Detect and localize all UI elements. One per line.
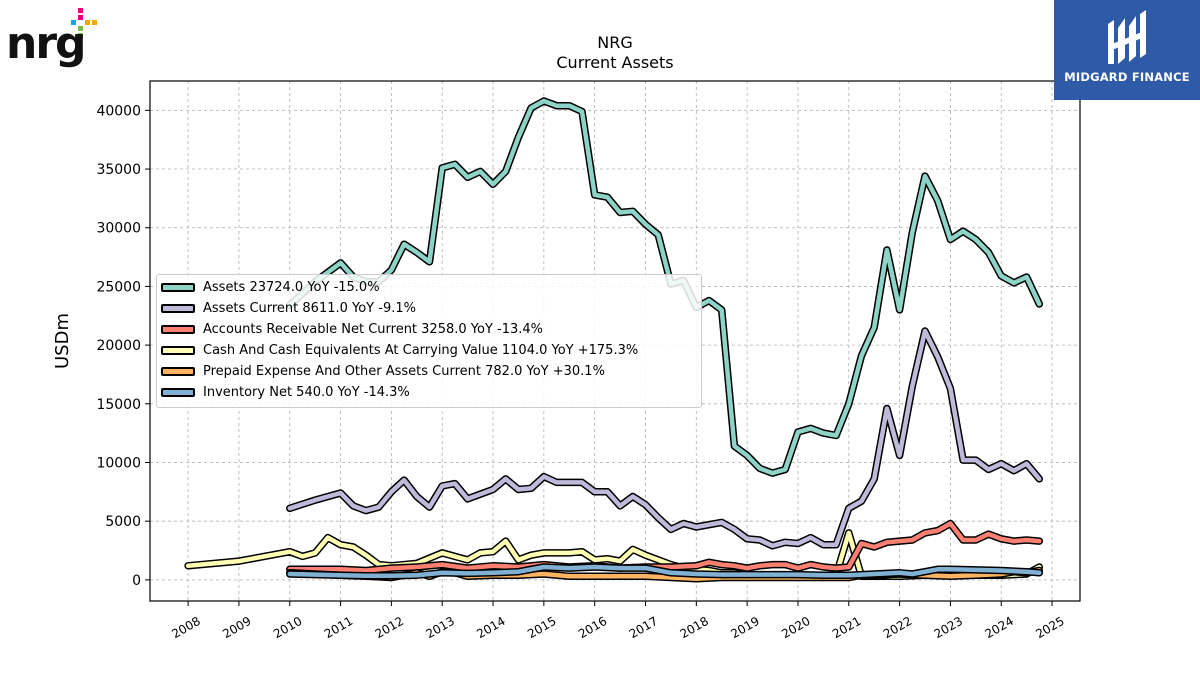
legend-label: Inventory Net 540.0 YoY -14.3% [203, 384, 410, 400]
y-tick-label: 5000 [105, 514, 141, 530]
legend-swatch [161, 303, 195, 313]
legend-label: Cash And Cash Equivalents At Carrying Va… [203, 342, 639, 358]
x-tick-label: 2011 [322, 614, 355, 641]
plot-frame [149, 80, 1081, 602]
legend-label: Assets 23724.0 YoY -15.0% [203, 279, 380, 295]
x-tick-label: 2012 [373, 614, 406, 641]
y-tick-label: 35000 [96, 162, 141, 178]
x-tick-label: 2017 [627, 614, 660, 641]
x-tick-label: 2016 [576, 614, 609, 641]
legend-swatch [161, 282, 195, 292]
y-tick-label: 25000 [96, 279, 141, 295]
x-tick-label: 2019 [728, 614, 761, 641]
y-tick-label: 10000 [96, 455, 141, 471]
y-tick-label: 30000 [96, 221, 141, 237]
legend-item: Assets 23724.0 YoY -15.0% [161, 277, 380, 297]
legend-item: Cash And Cash Equivalents At Carrying Va… [161, 340, 638, 360]
x-tick-label: 2025 [1033, 614, 1066, 641]
nrg-cross-icon [71, 8, 97, 38]
legend-label: Prepaid Expense And Other Assets Current… [203, 363, 605, 379]
legend-swatch [161, 366, 195, 376]
chart-subtitle: Current Assets [556, 53, 673, 72]
series-5 [286, 563, 1044, 580]
series-2 [286, 519, 1044, 575]
series-1 [286, 327, 1044, 550]
x-tick-label: 2024 [983, 614, 1016, 641]
midgard-finance-logo: MIDGARD FINANCE [1054, 0, 1200, 100]
midgard-brand-text: MIDGARD FINANCE [1064, 70, 1190, 84]
y-tick-label: 20000 [96, 338, 141, 354]
y-tick-label: 40000 [96, 103, 141, 119]
legend-item: Accounts Receivable Net Current 3258.0 Y… [161, 319, 543, 339]
x-tick-label: 2014 [474, 614, 507, 641]
y-tick-label: 0 [132, 573, 141, 589]
legend-swatch [161, 345, 195, 355]
x-tick-label: 2008 [169, 614, 202, 641]
nrg-logo: nrg [4, 6, 104, 70]
x-tick-label: 2021 [830, 614, 863, 641]
x-tick-label: 2022 [881, 614, 914, 641]
series-line [287, 564, 1042, 579]
series-line [287, 521, 1042, 573]
legend: Assets 23724.0 YoY -15.0% Assets Current … [156, 274, 702, 408]
x-tick-label: 2018 [678, 614, 711, 641]
x-tick-label: 2009 [220, 614, 253, 641]
legend-swatch [161, 387, 195, 397]
y-tick-label: 15000 [96, 397, 141, 413]
series-line [287, 328, 1042, 549]
legend-swatch [161, 324, 195, 334]
legend-item: Prepaid Expense And Other Assets Current… [161, 361, 605, 381]
x-tick-label: 2023 [932, 614, 965, 641]
nrg-wordmark: nrg [6, 18, 87, 69]
x-tick-label: 2010 [271, 614, 304, 641]
chart-title: NRG [597, 33, 632, 52]
x-tick-label: 2020 [779, 614, 812, 641]
y-axis-label: USDm [52, 313, 73, 369]
legend-item: Inventory Net 540.0 YoY -14.3% [161, 382, 410, 402]
legend-label: Accounts Receivable Net Current 3258.0 Y… [203, 321, 544, 337]
midgard-emblem-icon [1108, 10, 1146, 64]
legend-label: Assets Current 8611.0 YoY -9.1% [203, 300, 416, 316]
legend-item: Assets Current 8611.0 YoY -9.1% [161, 298, 416, 318]
x-tick-label: 2013 [423, 614, 456, 641]
x-tick-label: 2015 [525, 614, 558, 641]
